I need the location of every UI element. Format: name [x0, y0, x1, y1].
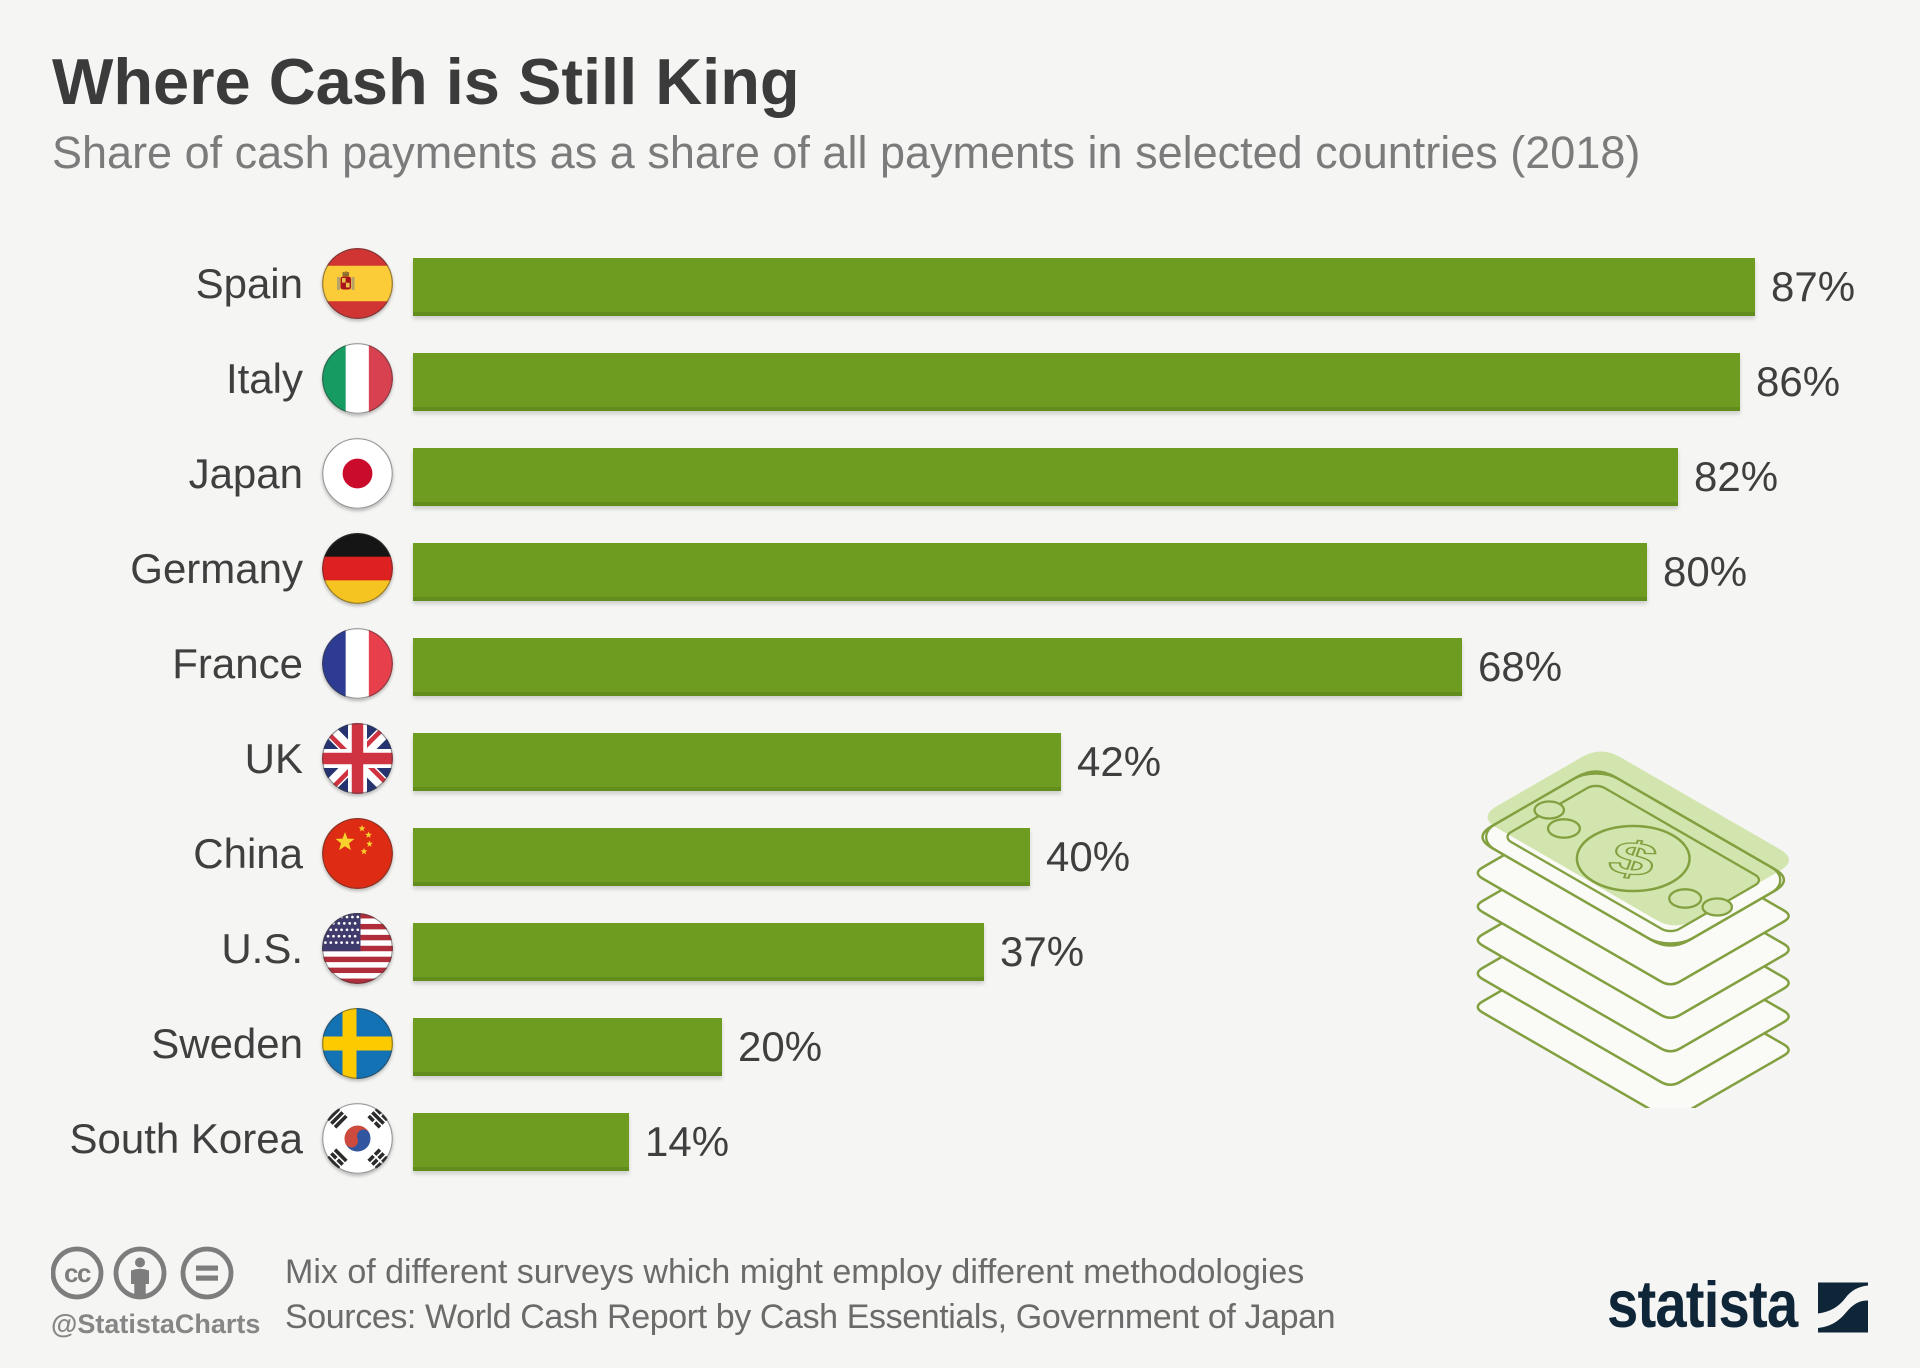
svg-text:statista: statista: [1607, 1280, 1799, 1342]
svg-text:cc: cc: [64, 1258, 91, 1288]
